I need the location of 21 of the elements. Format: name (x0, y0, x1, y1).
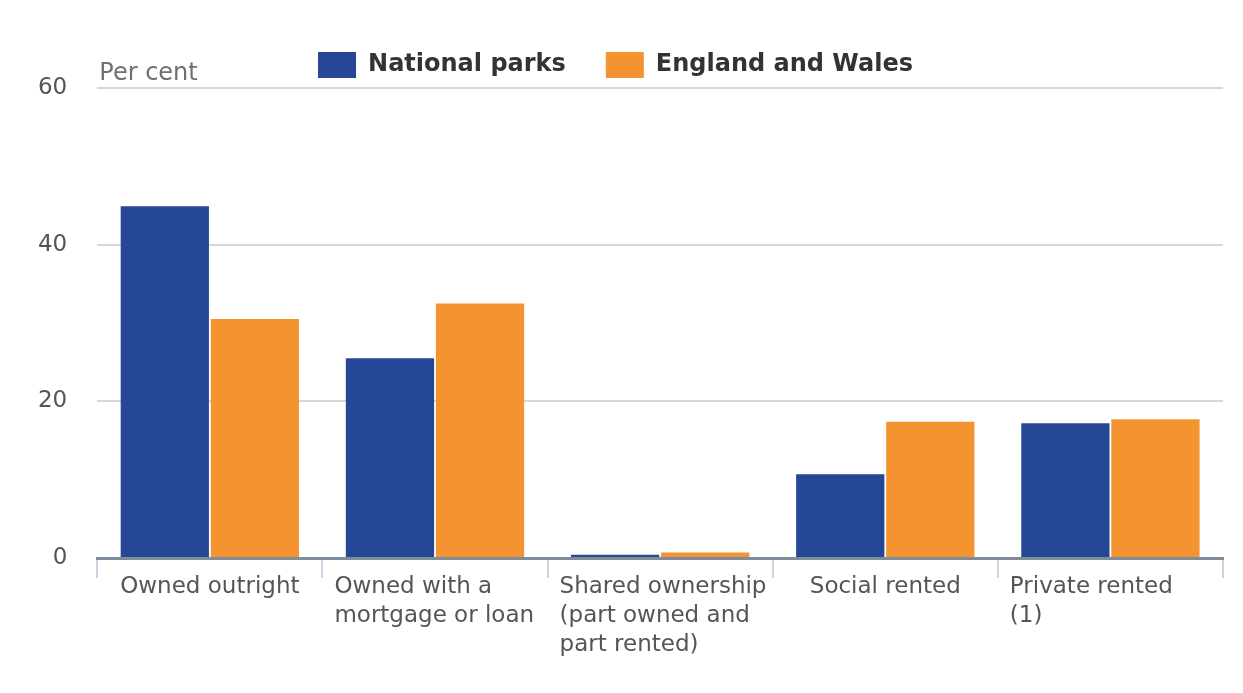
legend-label: National parks (368, 49, 566, 78)
bar (210, 319, 299, 557)
y-tick-label: 20 (37, 386, 68, 413)
x-tick-label: Private rented (1) (1009, 572, 1173, 628)
bar (345, 358, 435, 557)
x-tick-label: Shared ownership (part owned and part rented) (559, 572, 767, 657)
x-tick-label: Social rented (809, 572, 961, 599)
legend-label: England and Wales (655, 49, 913, 78)
bar (120, 206, 209, 557)
x-tick-label: Owned outright (120, 572, 300, 599)
x-tick-label: Owned with a mortgage or loan (334, 572, 535, 628)
bar (796, 474, 885, 557)
y-axis-title: Per cent (99, 58, 198, 87)
bar (1111, 419, 1200, 557)
bar (435, 303, 525, 557)
y-tick-label: 60 (37, 72, 68, 99)
y-tick-label: 0 (52, 542, 68, 569)
bar (570, 554, 660, 557)
bar (1021, 423, 1110, 557)
bar (886, 421, 975, 557)
y-tick-label: 40 (37, 229, 68, 256)
